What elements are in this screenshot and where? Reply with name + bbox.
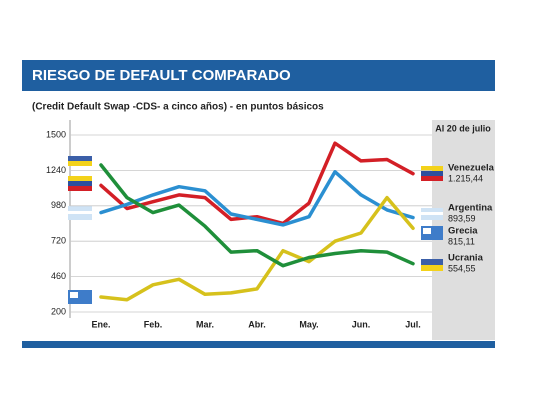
y-tick-label: 200 (51, 306, 66, 316)
series-line (99, 195, 415, 302)
x-tick-label: Mar. (196, 319, 214, 329)
annotation: Al 20 de julio (435, 123, 491, 133)
y-tick-label: 980 (51, 200, 66, 210)
value-label: 815,11 (448, 236, 475, 246)
bottom-bar (22, 341, 495, 348)
x-tick-label: Ene. (91, 319, 110, 329)
legend-label: Grecia (448, 226, 478, 237)
series-line (99, 170, 415, 227)
series-line (99, 141, 415, 226)
flags (68, 156, 443, 304)
x-tick-label: May. (299, 319, 318, 329)
y-tick-label: 720 (51, 236, 66, 246)
x-tick-label: Jul. (405, 319, 421, 329)
value-label: 1.215,44 (448, 173, 483, 183)
value-label: 554,55 (448, 263, 476, 273)
series-line (99, 163, 415, 268)
legend-label: Argentina (448, 203, 493, 214)
legend-label: Ucrania (448, 253, 484, 264)
y-tick-label: 1240 (46, 165, 66, 175)
x-tick-label: Abr. (248, 319, 266, 329)
legend-label: Venezuela (448, 163, 495, 174)
x-tick-label: Jun. (352, 319, 371, 329)
y-tick-label: 460 (51, 271, 66, 281)
x-tick-label: Feb. (144, 319, 163, 329)
value-label: 893,59 (448, 213, 476, 223)
chart-subtitle: (Credit Default Swap -CDS- a cinco años)… (32, 102, 324, 113)
y-tick-label: 1500 (46, 129, 66, 139)
title-banner (22, 60, 495, 91)
chart-title: RIESGO DE DEFAULT COMPARADO (32, 67, 291, 84)
